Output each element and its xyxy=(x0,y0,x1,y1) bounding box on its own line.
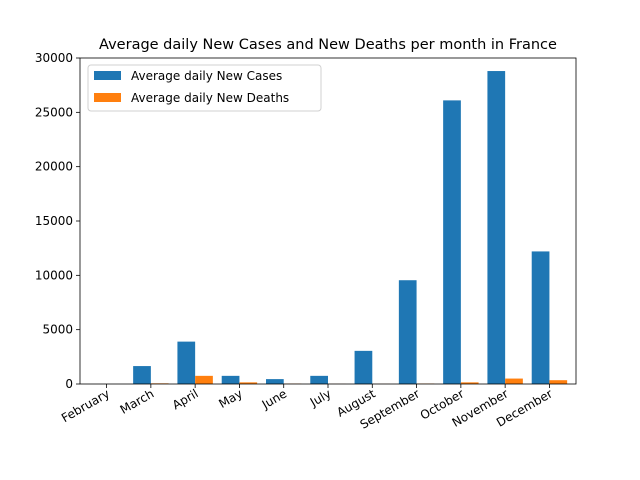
y-tick-label: 10000 xyxy=(35,268,73,282)
x-tick-label-july: July xyxy=(307,386,334,409)
x-axis: February March April May June July AugustSepte… xyxy=(59,384,555,432)
legend-swatch-deaths xyxy=(94,93,121,102)
bar-deaths-may xyxy=(239,382,258,384)
bar-cases-august xyxy=(354,350,373,384)
legend-label-cases: Average daily New Cases xyxy=(131,69,282,83)
bar-cases-july xyxy=(310,375,328,384)
legend-box xyxy=(87,64,322,112)
bar-deaths-december xyxy=(549,380,568,384)
x-tick-label-april: April xyxy=(170,386,201,412)
bar-cases-october xyxy=(443,100,461,384)
y-tick-label: 0 xyxy=(65,377,73,391)
bar-cases-may xyxy=(221,375,240,384)
bar-cases-september xyxy=(398,280,417,384)
bar-cases-march xyxy=(133,366,151,384)
y-tick-label: 15000 xyxy=(35,214,73,228)
x-tick-label-june: June xyxy=(259,386,290,412)
bar-deaths-april xyxy=(195,375,213,384)
x-tick-label-february: February xyxy=(59,386,112,425)
bar-cases-december xyxy=(531,251,550,384)
y-tick-label: 30000 xyxy=(35,51,73,65)
y-axis: 0 5000 10000 15000 20000 25000 30000 xyxy=(35,51,80,391)
legend-label-deaths: Average daily New Deaths xyxy=(131,91,289,105)
y-tick-label: 25000 xyxy=(35,105,73,119)
bar-deaths-october xyxy=(460,382,479,384)
bars xyxy=(133,71,568,384)
legend-swatch-cases xyxy=(94,71,121,80)
bar-deaths-november xyxy=(505,378,523,384)
y-tick-label: 5000 xyxy=(42,323,73,337)
bar-cases-april xyxy=(177,341,196,384)
bar-cases-november xyxy=(487,71,506,384)
chart-title: Average daily New Cases and New Deaths p… xyxy=(99,37,557,53)
plot-frame xyxy=(79,57,577,385)
bar-cases-june xyxy=(266,379,284,384)
y-tick-label: 20000 xyxy=(35,160,73,174)
x-tick-label-may: May xyxy=(216,386,244,411)
x-tick-label-march: March xyxy=(118,386,157,416)
legend: Average daily New Cases Average daily New… xyxy=(87,64,322,112)
